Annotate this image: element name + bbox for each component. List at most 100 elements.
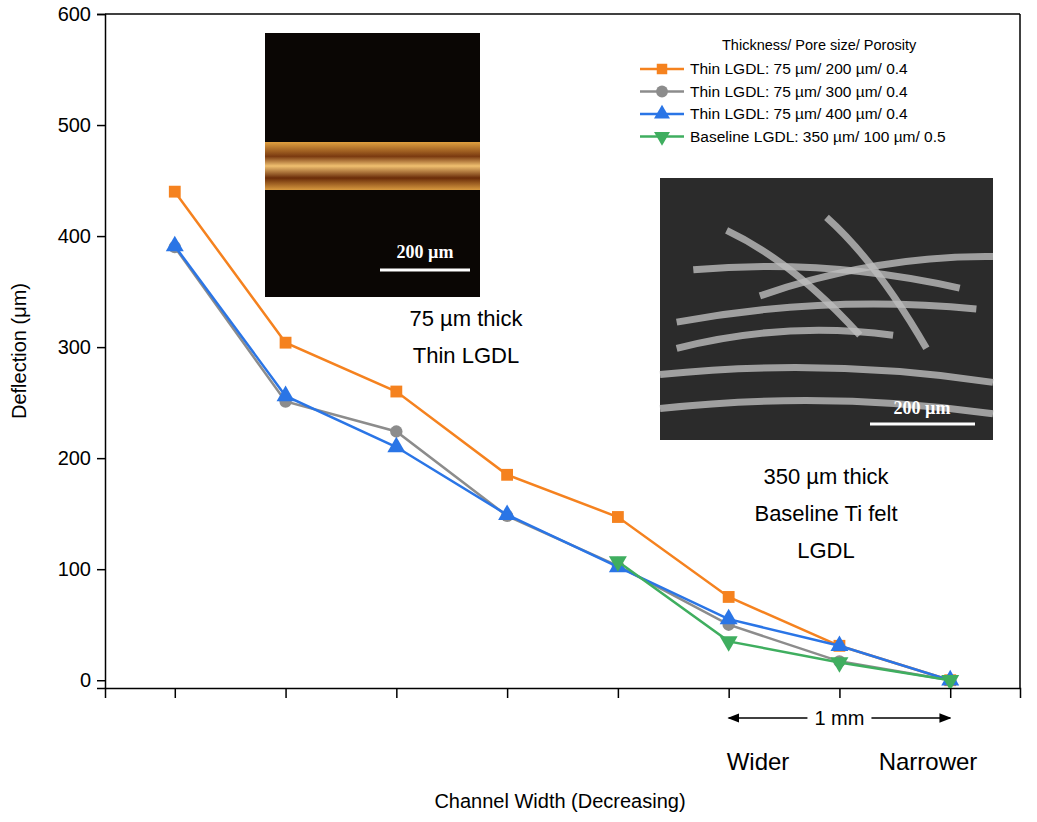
inset-caption: Thin LGDL bbox=[413, 343, 519, 368]
x-tick-mark bbox=[839, 688, 841, 698]
x-axis-line bbox=[106, 689, 1021, 699]
y-tick-label: 400 bbox=[58, 225, 91, 247]
y-tick-mark bbox=[97, 569, 105, 571]
scale-bar-label: 200 µm bbox=[397, 242, 454, 262]
x-tick bbox=[839, 688, 840, 698]
x-tick-mark bbox=[175, 688, 177, 698]
series-marker bbox=[720, 609, 738, 625]
y-tick-label: 600 bbox=[58, 3, 91, 25]
y-tick-label: 500 bbox=[58, 114, 91, 136]
inset-caption: 350 µm thick bbox=[763, 464, 889, 489]
series-marker bbox=[941, 675, 959, 688]
x-tick bbox=[507, 688, 508, 698]
width-annotation: 1 mm Wider Narrower bbox=[727, 706, 978, 775]
y-tick: 400 bbox=[58, 225, 105, 247]
y-tick-label: 100 bbox=[58, 558, 91, 580]
insets: 200 µm 200 µm bbox=[265, 33, 993, 440]
arrow-label: 1 mm bbox=[814, 707, 864, 729]
y-tick-label: 300 bbox=[58, 336, 91, 358]
legend-item: Thin LGDL: 75 µm/ 300 µm/ 0.4 bbox=[640, 83, 908, 100]
legend-item: Thin LGDL: 75 µm/ 400 µm/ 0.4 bbox=[640, 105, 908, 122]
series-marker bbox=[280, 337, 292, 349]
inset-image bbox=[660, 178, 993, 440]
series-marker bbox=[612, 511, 624, 523]
x-tick bbox=[396, 688, 397, 698]
inset-fiber bbox=[660, 368, 993, 383]
y-axis: 0 100 200 300 400 500 600 bbox=[58, 3, 106, 691]
direction-label: Wider bbox=[727, 748, 790, 775]
legend-label: Thin LGDL: 75 µm/ 400 µm/ 0.4 bbox=[690, 105, 908, 122]
legend: Thickness/ Pore size/ PorosityThin LGDL:… bbox=[640, 37, 946, 146]
inset-caption: 75 µm thick bbox=[410, 306, 524, 331]
x-tick-mark bbox=[396, 688, 398, 698]
y-axis-title: Deflection (μm) bbox=[8, 283, 30, 419]
series-line bbox=[175, 246, 950, 680]
series-marker bbox=[277, 386, 295, 402]
series-marker bbox=[609, 556, 627, 572]
inset-image bbox=[265, 33, 480, 297]
inset-caption: Baseline Ti felt bbox=[754, 501, 897, 526]
y-tick: 0 bbox=[80, 669, 105, 691]
legend-item: Thin LGDL: 75 µm/ 200 µm/ 0.4 bbox=[640, 60, 908, 77]
y-tick-label: 200 bbox=[58, 447, 91, 469]
inset-fiber bbox=[677, 330, 893, 348]
y-tick: 300 bbox=[58, 336, 105, 358]
y-axis-line bbox=[97, 15, 106, 689]
x-tick bbox=[618, 688, 619, 698]
series-line bbox=[175, 247, 950, 680]
y-tick-mark bbox=[97, 236, 105, 238]
x-tick-mark bbox=[728, 688, 730, 698]
legend-label: Thin LGDL: 75 µm/ 300 µm/ 0.4 bbox=[690, 83, 908, 100]
y-tick-label: 0 bbox=[80, 669, 91, 691]
inset-band bbox=[265, 142, 480, 190]
series-marker bbox=[830, 635, 848, 651]
series-marker bbox=[498, 504, 516, 520]
series-line bbox=[618, 561, 950, 680]
series-marker bbox=[387, 437, 405, 453]
x-axis bbox=[106, 688, 1021, 698]
legend-marker bbox=[654, 105, 670, 119]
x-tick bbox=[950, 688, 951, 698]
x-tick bbox=[286, 688, 287, 698]
y-tick-mark bbox=[97, 458, 105, 460]
inset-fiber bbox=[760, 257, 993, 296]
legend-marker bbox=[654, 132, 670, 146]
series-marker bbox=[169, 186, 181, 198]
series-marker bbox=[720, 636, 738, 652]
y-tick: 500 bbox=[58, 114, 105, 136]
y-tick: 100 bbox=[58, 558, 105, 580]
series-marker bbox=[166, 236, 184, 252]
scale-bar-label: 200 µm bbox=[894, 398, 951, 418]
legend-marker bbox=[656, 86, 668, 98]
series-marker bbox=[723, 591, 735, 603]
y-tick: 200 bbox=[58, 447, 105, 469]
chart: 0 100 200 300 400 500 600 200 µm 200 µm Deflectio… bbox=[0, 0, 1037, 822]
y-tick-mark bbox=[97, 347, 105, 349]
inset-caption: LGDL bbox=[797, 538, 854, 563]
plot: 0 100 200 300 400 500 600 200 µm 200 µm bbox=[58, 3, 1021, 698]
scale-bar bbox=[380, 269, 470, 272]
x-tick bbox=[175, 688, 176, 698]
x-tick-mark bbox=[950, 688, 952, 698]
series-marker bbox=[390, 425, 402, 437]
x-tick-mark bbox=[618, 688, 620, 698]
series-marker bbox=[609, 557, 627, 573]
data bbox=[166, 186, 959, 688]
direction-label: Narrower bbox=[879, 748, 978, 775]
x-tick-mark bbox=[285, 688, 287, 698]
series-marker bbox=[830, 657, 848, 673]
frame-top bbox=[105, 13, 1020, 15]
x-tick-mark bbox=[507, 688, 509, 698]
frame-right bbox=[1019, 14, 1021, 688]
scale-bar bbox=[870, 423, 975, 426]
legend-label: Thin LGDL: 75 µm/ 200 µm/ 0.4 bbox=[690, 60, 908, 77]
x-axis-title: Channel Width (Decreasing) bbox=[434, 790, 685, 812]
y-tick-mark bbox=[97, 125, 105, 127]
y-tick-mark bbox=[97, 680, 105, 682]
series-marker bbox=[390, 386, 402, 398]
x-tick bbox=[729, 688, 730, 698]
inset-fiber bbox=[677, 304, 977, 322]
y-tick-mark bbox=[97, 14, 105, 16]
legend-marker bbox=[657, 64, 667, 74]
legend-label: Baseline LGDL: 350 µm/ 100 µm/ 0.5 bbox=[690, 128, 946, 145]
